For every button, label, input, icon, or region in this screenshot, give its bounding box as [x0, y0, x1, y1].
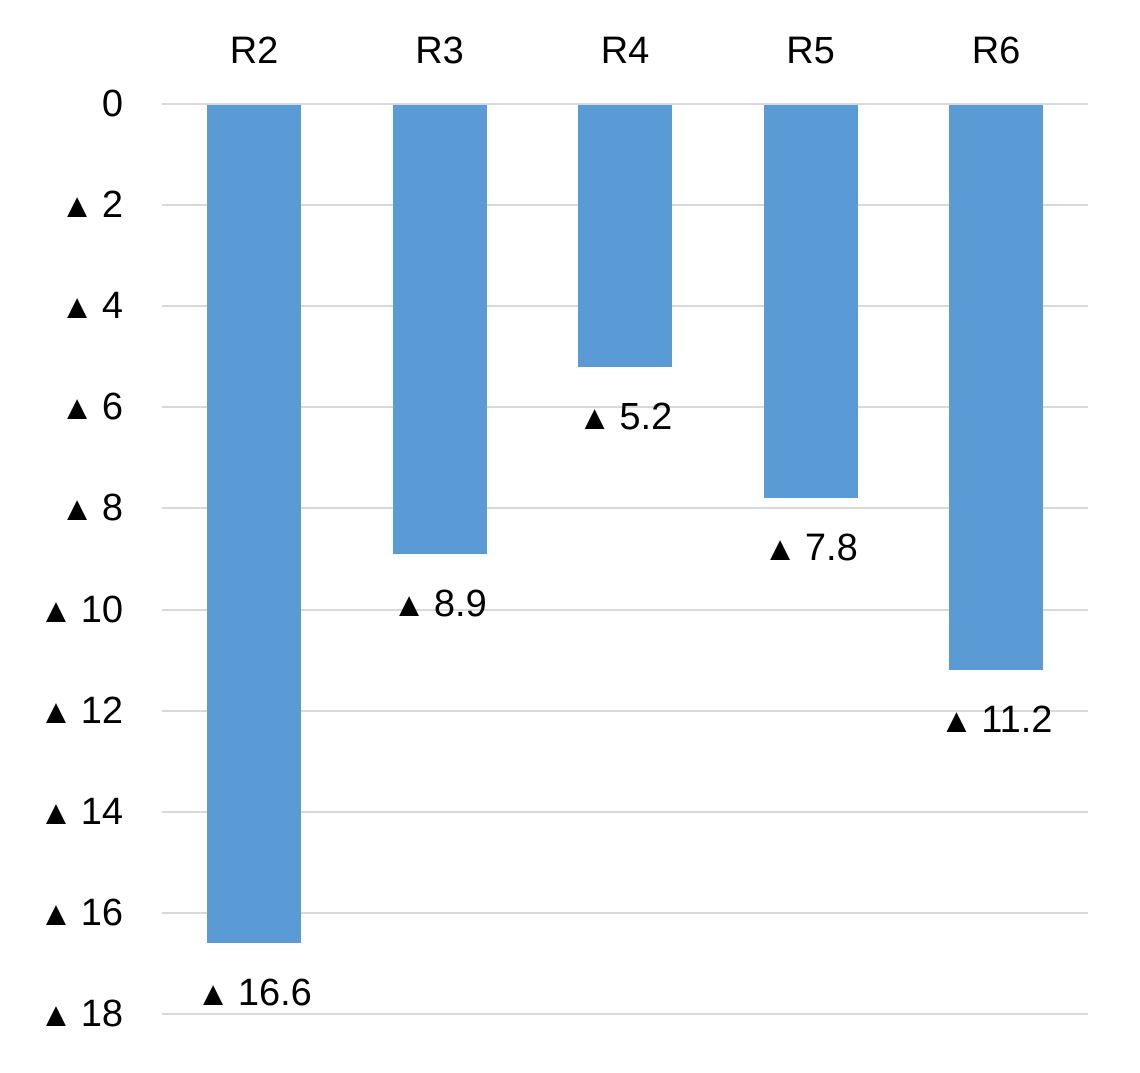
y-tick-value: 8: [101, 487, 123, 530]
y-tick-value: 18: [80, 993, 123, 1035]
y-tick-label-4: ▲ 4: [0, 282, 123, 330]
data-label-value: 11.2: [981, 699, 1053, 742]
y-tick-label-10: ▲ 10: [0, 586, 123, 634]
negative-triangle-icon: ▲: [39, 692, 73, 731]
y-tick-label-0: 0: [0, 80, 123, 128]
negative-triangle-icon: ▲: [939, 702, 974, 741]
data-label-value: 5.2: [619, 395, 673, 438]
negative-triangle-icon: ▲: [392, 585, 426, 624]
data-label-R2: ▲ 16.6: [134, 969, 374, 1017]
y-tick-label-12: ▲ 12: [0, 687, 123, 735]
negative-triangle-icon: ▲: [60, 389, 94, 428]
data-label-value: 7.8: [804, 527, 858, 570]
bar-R4: [578, 105, 672, 367]
data-label-value: 16.6: [237, 972, 312, 1015]
negative-triangle-icon: ▲: [196, 975, 230, 1014]
gridline-12: [162, 709, 1088, 712]
y-tick-label-16: ▲ 16: [0, 889, 123, 937]
bar-R2: [207, 105, 301, 944]
negative-triangle-icon: ▲: [577, 398, 612, 437]
data-label-R5: ▲ 7.8: [691, 524, 931, 572]
bar-R5: [763, 105, 858, 499]
y-tick-value: 2: [101, 184, 123, 227]
gridline-14: [162, 810, 1088, 813]
gridline-18: [162, 1013, 1088, 1015]
category-label-R6: R6: [971, 30, 1021, 72]
y-tick-label-6: ▲ 6: [0, 383, 123, 431]
bar-R3: [392, 105, 487, 554]
category-label-R5: R5: [786, 30, 835, 72]
y-tick-value: 10: [80, 588, 123, 631]
category-label-R3: R3: [415, 30, 464, 72]
gridline-10: [162, 608, 1088, 611]
data-label-R3: ▲ 8.9: [320, 580, 560, 628]
negative-triangle-icon: ▲: [39, 894, 73, 933]
y-tick-value: 4: [101, 285, 123, 328]
y-tick-value: 6: [101, 386, 123, 429]
y-tick-value: 12: [80, 689, 123, 732]
data-label-R4: ▲ 5.2: [505, 393, 745, 441]
gridline-0: [162, 103, 1088, 105]
y-tick-label-8: ▲ 8: [0, 484, 123, 532]
category-label-R4: R4: [600, 30, 650, 72]
y-tick-value: 0: [101, 83, 123, 125]
y-tick-value: 16: [80, 891, 123, 934]
bar-R6: [949, 105, 1043, 671]
data-label-R6: ▲ 11.2: [876, 696, 1116, 744]
negative-triangle-icon: ▲: [39, 793, 73, 832]
gridline-6: [162, 406, 1088, 409]
y-tick-value: 14: [80, 790, 123, 833]
category-label-R2: R2: [229, 30, 279, 72]
y-tick-label-2: ▲ 2: [0, 181, 123, 229]
y-tick-label-14: ▲ 14: [0, 788, 123, 836]
negative-triangle-icon: ▲: [39, 996, 73, 1034]
negative-triangle-icon: ▲: [763, 530, 797, 569]
y-tick-label-18: ▲ 18: [0, 990, 123, 1038]
gridline-16: [162, 911, 1088, 914]
gridline-8: [162, 507, 1088, 510]
negative-triangle-icon: ▲: [39, 591, 73, 630]
negative-triangle-icon: ▲: [60, 288, 94, 327]
data-label-value: 8.9: [433, 582, 487, 625]
negative-triangle-icon: ▲: [60, 490, 94, 529]
negative-triangle-icon: ▲: [60, 187, 94, 226]
